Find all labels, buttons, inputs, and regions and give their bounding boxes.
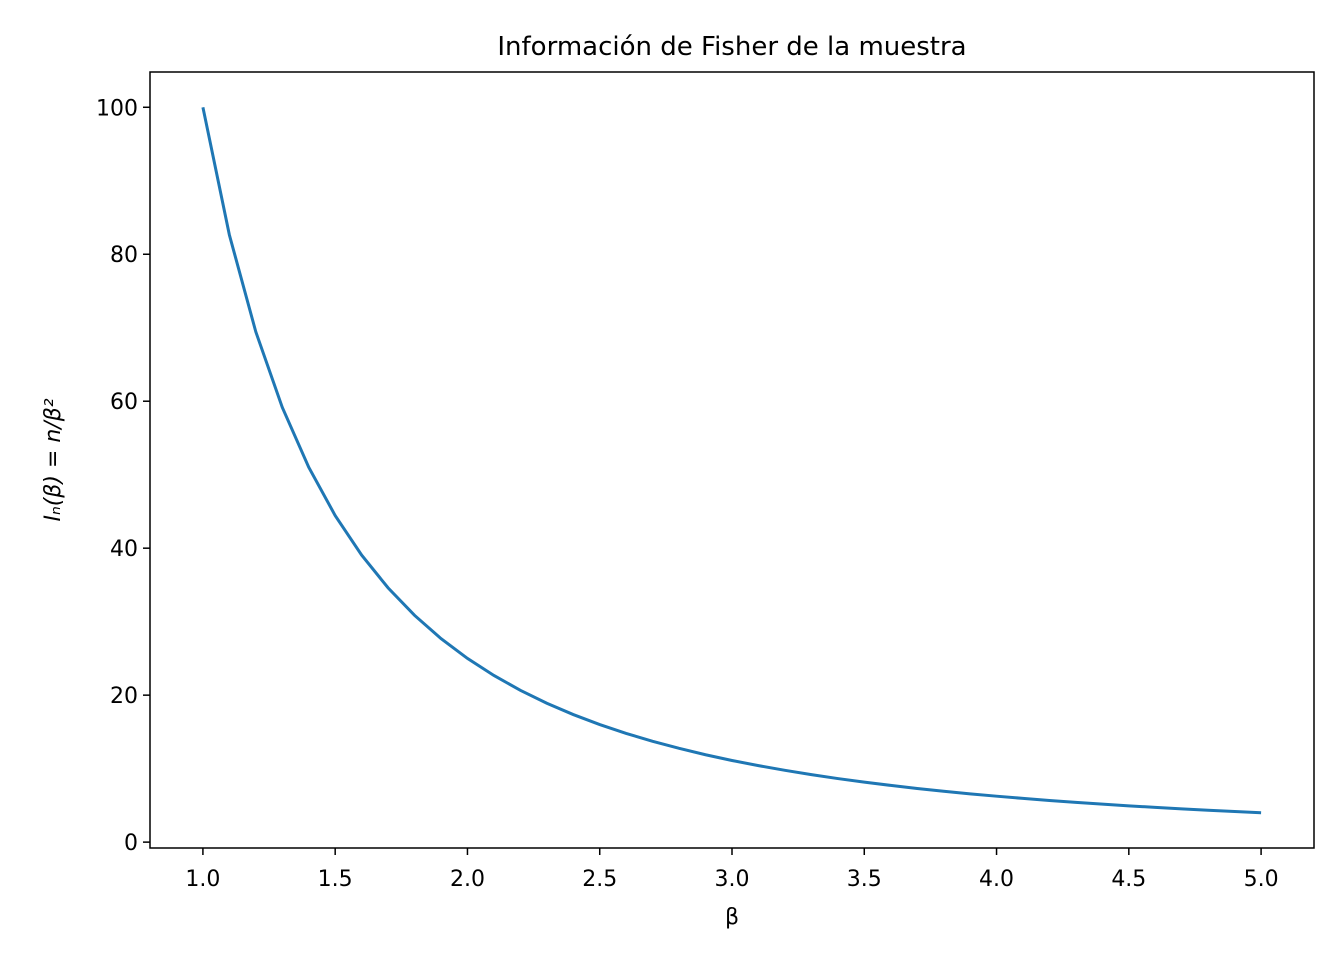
x-tick-label: 4.0 [979, 867, 1014, 892]
x-tick-label: 4.5 [1111, 867, 1146, 892]
plot-frame [149, 71, 1315, 849]
y-tick-label: 0 [124, 831, 138, 856]
x-tick-label: 3.0 [715, 867, 750, 892]
x-tick-label: 1.0 [185, 867, 220, 892]
chart-title: Información de Fisher de la muestra [497, 32, 966, 62]
y-tick-label: 60 [110, 390, 138, 415]
x-tick-label: 5.0 [1244, 867, 1279, 892]
x-axis-label: β [725, 905, 739, 930]
y-tick-label: 40 [110, 537, 138, 562]
x-tick-label: 1.5 [318, 867, 353, 892]
data-line [201, 106, 1262, 815]
y-axis-label: Iₙ(β) = n/β² [41, 398, 66, 521]
y-tick-label: 100 [96, 96, 138, 121]
y-tick-label: 80 [110, 243, 138, 268]
x-tick-label: 2.5 [582, 867, 617, 892]
x-tick-label: 2.0 [450, 867, 485, 892]
x-tick-label: 3.5 [847, 867, 882, 892]
y-tick-label: 20 [110, 684, 138, 709]
